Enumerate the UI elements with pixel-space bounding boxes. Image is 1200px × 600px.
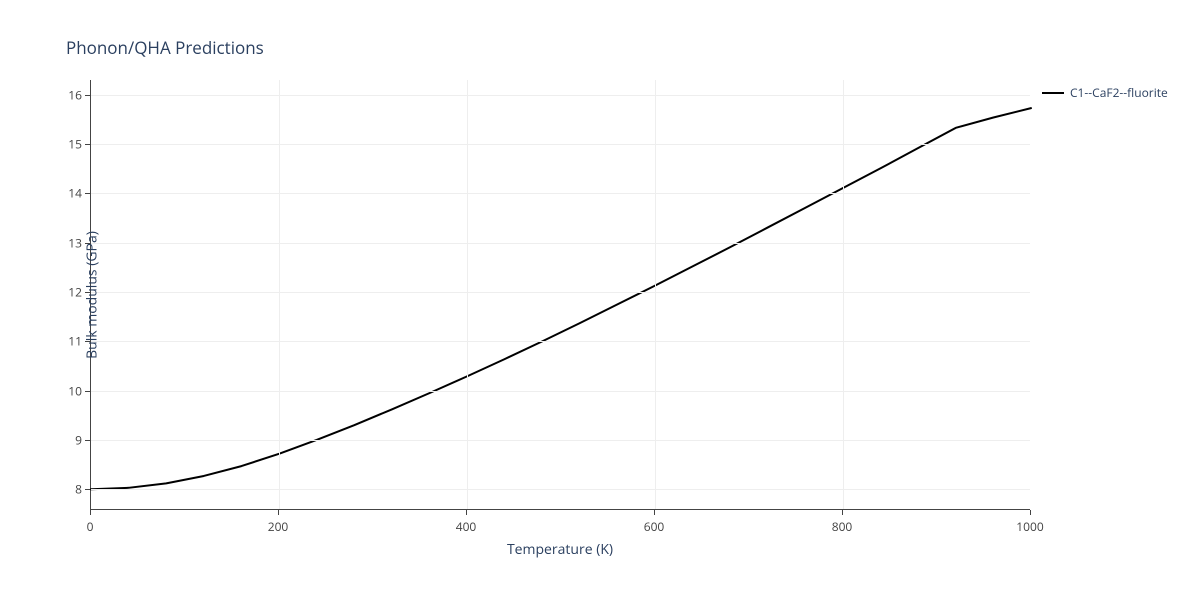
y-tick-label: 15 bbox=[62, 136, 82, 153]
legend-label: C1--CaF2--fluorite bbox=[1070, 84, 1168, 101]
y-tick-label: 14 bbox=[62, 185, 82, 202]
y-tick-mark bbox=[85, 243, 90, 244]
x-tick-mark bbox=[466, 510, 467, 515]
x-tick-label: 600 bbox=[644, 518, 665, 535]
gridline-horizontal bbox=[91, 489, 1030, 490]
legend-line-icon bbox=[1042, 92, 1064, 94]
y-tick-mark bbox=[85, 95, 90, 96]
y-tick-label: 16 bbox=[62, 86, 82, 103]
x-tick-label: 400 bbox=[456, 518, 477, 535]
y-tick-mark bbox=[85, 292, 90, 293]
x-tick-label: 800 bbox=[832, 518, 853, 535]
y-tick-label: 10 bbox=[62, 382, 82, 399]
y-tick-label: 12 bbox=[62, 284, 82, 301]
y-tick-label: 11 bbox=[62, 333, 82, 350]
x-tick-label: 200 bbox=[268, 518, 289, 535]
chart-container: Phonon/QHA Predictions Temperature (K) B… bbox=[0, 0, 1200, 600]
y-tick-mark bbox=[85, 489, 90, 490]
legend: C1--CaF2--fluorite bbox=[1042, 84, 1168, 101]
plot-area bbox=[90, 80, 1030, 510]
x-tick-label: 0 bbox=[87, 518, 94, 535]
gridline-horizontal bbox=[91, 292, 1030, 293]
x-tick-mark bbox=[90, 510, 91, 515]
x-tick-mark bbox=[842, 510, 843, 515]
gridline-horizontal bbox=[91, 144, 1030, 145]
y-tick-mark bbox=[85, 144, 90, 145]
y-tick-mark bbox=[85, 391, 90, 392]
legend-item[interactable]: C1--CaF2--fluorite bbox=[1042, 84, 1168, 101]
y-tick-mark bbox=[85, 440, 90, 441]
gridline-horizontal bbox=[91, 243, 1030, 244]
gridline-horizontal bbox=[91, 193, 1030, 194]
gridline-horizontal bbox=[91, 391, 1030, 392]
y-tick-mark bbox=[85, 193, 90, 194]
y-tick-mark bbox=[85, 341, 90, 342]
y-tick-label: 13 bbox=[62, 234, 82, 251]
x-tick-mark bbox=[654, 510, 655, 515]
y-axis-title: Bulk modulus (GPa) bbox=[82, 231, 101, 359]
x-axis-title: Temperature (K) bbox=[507, 540, 613, 559]
y-tick-label: 8 bbox=[62, 481, 82, 498]
x-tick-mark bbox=[1030, 510, 1031, 515]
x-tick-label: 1000 bbox=[1016, 518, 1043, 535]
gridline-horizontal bbox=[91, 440, 1030, 441]
gridline-horizontal bbox=[91, 95, 1030, 96]
series-line bbox=[91, 108, 1031, 489]
chart-title: Phonon/QHA Predictions bbox=[66, 36, 264, 59]
x-tick-mark bbox=[278, 510, 279, 515]
y-tick-label: 9 bbox=[62, 431, 82, 448]
gridline-horizontal bbox=[91, 341, 1030, 342]
